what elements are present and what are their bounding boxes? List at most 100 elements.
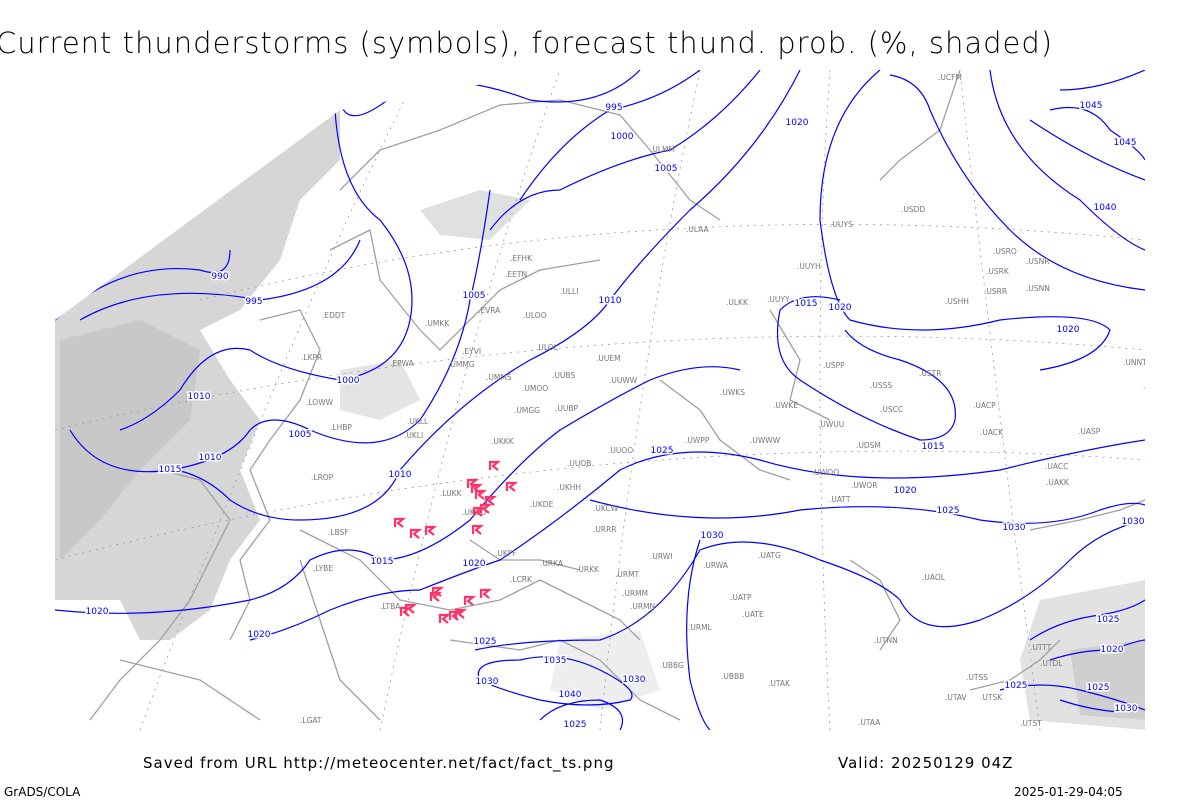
map-title: Current thunderstorms (symbols), forecas… [0, 26, 1054, 60]
isobar-label: 1020 [1057, 325, 1080, 335]
station-label: .USTR [919, 369, 941, 378]
station-label: .UTTT [1030, 643, 1052, 652]
thunderstorm-flag-icon [479, 503, 493, 514]
thunderstorm-flag-icon [479, 588, 493, 599]
station-label: .UATP [730, 593, 752, 602]
station-label: .UUYS [830, 220, 853, 229]
isobar-label: 1010 [389, 470, 412, 480]
station-label: .URWI [650, 552, 672, 561]
station-label: .LOWW [306, 398, 334, 407]
thunderstorm-flag-icon [409, 528, 423, 539]
station-label: .EPWA [390, 359, 415, 368]
station-label: .ULOO [523, 311, 547, 320]
isobar-label: 1025 [1005, 681, 1028, 691]
station-label: .URKK [576, 565, 600, 574]
station-label: .EVRA [478, 306, 501, 315]
station-label: .UUYY [767, 295, 790, 304]
station-label: .UWOO [812, 468, 839, 477]
station-label: .URMT [615, 570, 640, 579]
station-label: .LCRK [510, 575, 533, 584]
station-label: .UACP [973, 401, 996, 410]
isobar-label: 1000 [391, 89, 414, 99]
station-label: .LYBE [313, 564, 333, 573]
station-label: .UKKK [491, 437, 515, 446]
station-label: .UWKE [773, 401, 798, 410]
thunderstorm-flag-icon [393, 517, 407, 528]
station-label: .USNR [1026, 257, 1049, 266]
isobar-label: 1025 [1087, 683, 1110, 693]
isobar-label: 1010 [199, 453, 222, 463]
isobar-label: 1020 [463, 559, 486, 569]
station-label: .UACK [980, 428, 1004, 437]
station-label: .UMMS [486, 373, 512, 382]
isobar-label: 1025 [474, 637, 497, 647]
coastlines [89, 70, 1145, 721]
station-label: .UUOO [608, 446, 633, 455]
station-label: .UACC [1045, 462, 1068, 471]
isobars [55, 70, 1145, 730]
isobar-label: 1020 [248, 630, 271, 640]
station-label: .UMGG [514, 406, 540, 415]
station-label: .USRK [986, 267, 1010, 276]
station-label: .UTSS [966, 673, 988, 682]
station-label: .USCC [880, 405, 903, 414]
isobar-labels: 1000 995 1000 1005 1020 1045 1045 1040 990 995 100… [84, 88, 1145, 731]
isobar-label: 1000 [337, 376, 360, 386]
valid-time: Valid: 20250129 04Z [838, 754, 1014, 772]
station-label: .EFHK [510, 254, 533, 263]
station-label: .USPP [823, 361, 845, 370]
isobar-label: 1020 [786, 118, 809, 128]
station-label: .UUBS [552, 371, 575, 380]
station-label: .UWKS [720, 388, 745, 397]
isobar-label: 1020 [86, 607, 109, 617]
thunderstorm-flag-icon [463, 595, 477, 606]
isobar-label: 1010 [188, 392, 211, 402]
station-label: .LGAT [300, 716, 322, 725]
station-label: .LTBA [380, 602, 401, 611]
station-label: .EYVI [462, 347, 481, 356]
station-label: .UTST [1020, 719, 1042, 728]
station-label: .UKHH [557, 483, 581, 492]
station-label: .UBBG [660, 661, 684, 670]
thunderstorm-symbols [393, 460, 519, 624]
isobar-label: 1005 [289, 430, 312, 440]
station-label: .UCFM [938, 73, 962, 82]
isobar-label: 1030 [623, 675, 646, 685]
station-label: .UKCW [593, 504, 619, 513]
station-label: .ULLI [560, 287, 578, 296]
station-label: .UTNN [874, 636, 898, 645]
thunderstorm-flag-icon [424, 525, 438, 536]
station-label: .UKLL [407, 417, 429, 426]
isobar-label: 990 [211, 272, 228, 282]
station-label: .ULKK [726, 298, 749, 307]
station-label: .URWA [703, 561, 729, 570]
isobar-label: 1005 [463, 291, 486, 301]
station-label: .UAKK [1046, 478, 1070, 487]
station-label: .UKLI [404, 431, 423, 440]
thunderstorm-flag-icon [505, 481, 519, 492]
station-label: .UKFF [495, 549, 516, 558]
isobar-label: 1040 [559, 690, 582, 700]
station-label: .LKPR [301, 353, 322, 362]
station-label: .UATG [758, 551, 781, 560]
station-label: .ULAA [686, 225, 710, 234]
probability-shading [55, 110, 1145, 730]
station-label: .URRR [593, 525, 617, 534]
station-label: .UTSK [980, 693, 1003, 702]
isobar-label: 1030 [1115, 704, 1138, 714]
station-label: .ULOL [536, 343, 559, 352]
thunderstorm-flag-icon [484, 495, 498, 506]
station-label: .UTAK [768, 679, 791, 688]
thunderstorm-flag-icon [429, 591, 443, 602]
station-label: .UUWW [609, 376, 638, 385]
station-label: .UNBB [1143, 381, 1167, 390]
isobar-label: 1025 [651, 446, 674, 456]
isobar-label: 1040 [1094, 203, 1117, 213]
isobar-label: 1035 [544, 656, 567, 666]
station-label: .UTAV [945, 693, 968, 702]
station-label: .USSS [870, 381, 892, 390]
station-label: .UTAA [858, 718, 881, 727]
thunderstorm-flag-icon [454, 608, 468, 619]
station-label: .ULMM [650, 145, 675, 154]
station-label: .EDDT [322, 311, 346, 320]
